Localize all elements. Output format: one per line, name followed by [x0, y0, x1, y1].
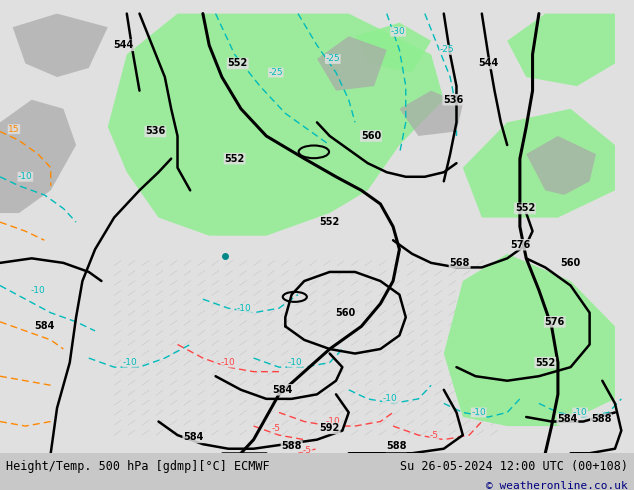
Text: 544: 544 [478, 58, 498, 69]
Text: -5: -5 [303, 446, 312, 456]
Text: 568: 568 [450, 258, 470, 268]
Text: 584: 584 [272, 385, 292, 395]
Text: -25: -25 [268, 68, 283, 77]
Text: 536: 536 [443, 95, 463, 105]
Text: -5: -5 [271, 424, 280, 433]
Text: 552: 552 [228, 58, 248, 69]
Polygon shape [526, 136, 596, 195]
Text: 560: 560 [361, 131, 381, 141]
Text: -10: -10 [122, 358, 138, 367]
Text: © weatheronline.co.uk: © weatheronline.co.uk [486, 481, 628, 490]
Text: -30: -30 [391, 27, 406, 36]
Text: Su 26-05-2024 12:00 UTC (00+108): Su 26-05-2024 12:00 UTC (00+108) [399, 460, 628, 473]
Polygon shape [0, 99, 76, 213]
Text: 584: 584 [34, 321, 55, 331]
Text: 588: 588 [281, 441, 302, 451]
Polygon shape [108, 14, 444, 236]
Text: 588: 588 [386, 441, 406, 451]
Text: -25: -25 [439, 46, 455, 54]
Text: -25: -25 [325, 54, 340, 63]
Text: 552: 552 [515, 203, 535, 214]
Polygon shape [399, 91, 463, 136]
Text: 588: 588 [591, 414, 611, 424]
Text: -10: -10 [236, 304, 252, 313]
Text: 560: 560 [335, 308, 356, 318]
Text: 536: 536 [145, 126, 165, 136]
Text: -10: -10 [471, 408, 486, 417]
Text: -10: -10 [382, 394, 398, 403]
Text: 560: 560 [560, 258, 581, 268]
Text: -5: -5 [430, 431, 439, 440]
Text: 544: 544 [113, 40, 134, 50]
Polygon shape [355, 23, 431, 73]
Text: -10: -10 [325, 417, 340, 426]
Text: -10: -10 [30, 286, 46, 294]
Text: -10: -10 [287, 358, 302, 367]
Text: 552: 552 [535, 358, 555, 368]
Polygon shape [444, 254, 615, 426]
Text: 15: 15 [8, 124, 20, 134]
Polygon shape [13, 14, 108, 77]
Text: -10: -10 [573, 408, 588, 417]
Text: 552: 552 [224, 154, 245, 164]
Text: Height/Temp. 500 hPa [gdmp][°C] ECMWF: Height/Temp. 500 hPa [gdmp][°C] ECMWF [6, 460, 270, 473]
Text: 576: 576 [545, 317, 565, 327]
Text: 552: 552 [320, 217, 340, 227]
Text: 576: 576 [510, 240, 530, 250]
Text: 592: 592 [320, 423, 340, 433]
Polygon shape [507, 14, 615, 86]
Text: 584: 584 [183, 432, 204, 442]
Polygon shape [463, 109, 615, 218]
Polygon shape [317, 36, 387, 91]
Text: -10: -10 [18, 172, 33, 181]
Text: -10: -10 [221, 358, 236, 367]
Text: 584: 584 [557, 414, 578, 424]
